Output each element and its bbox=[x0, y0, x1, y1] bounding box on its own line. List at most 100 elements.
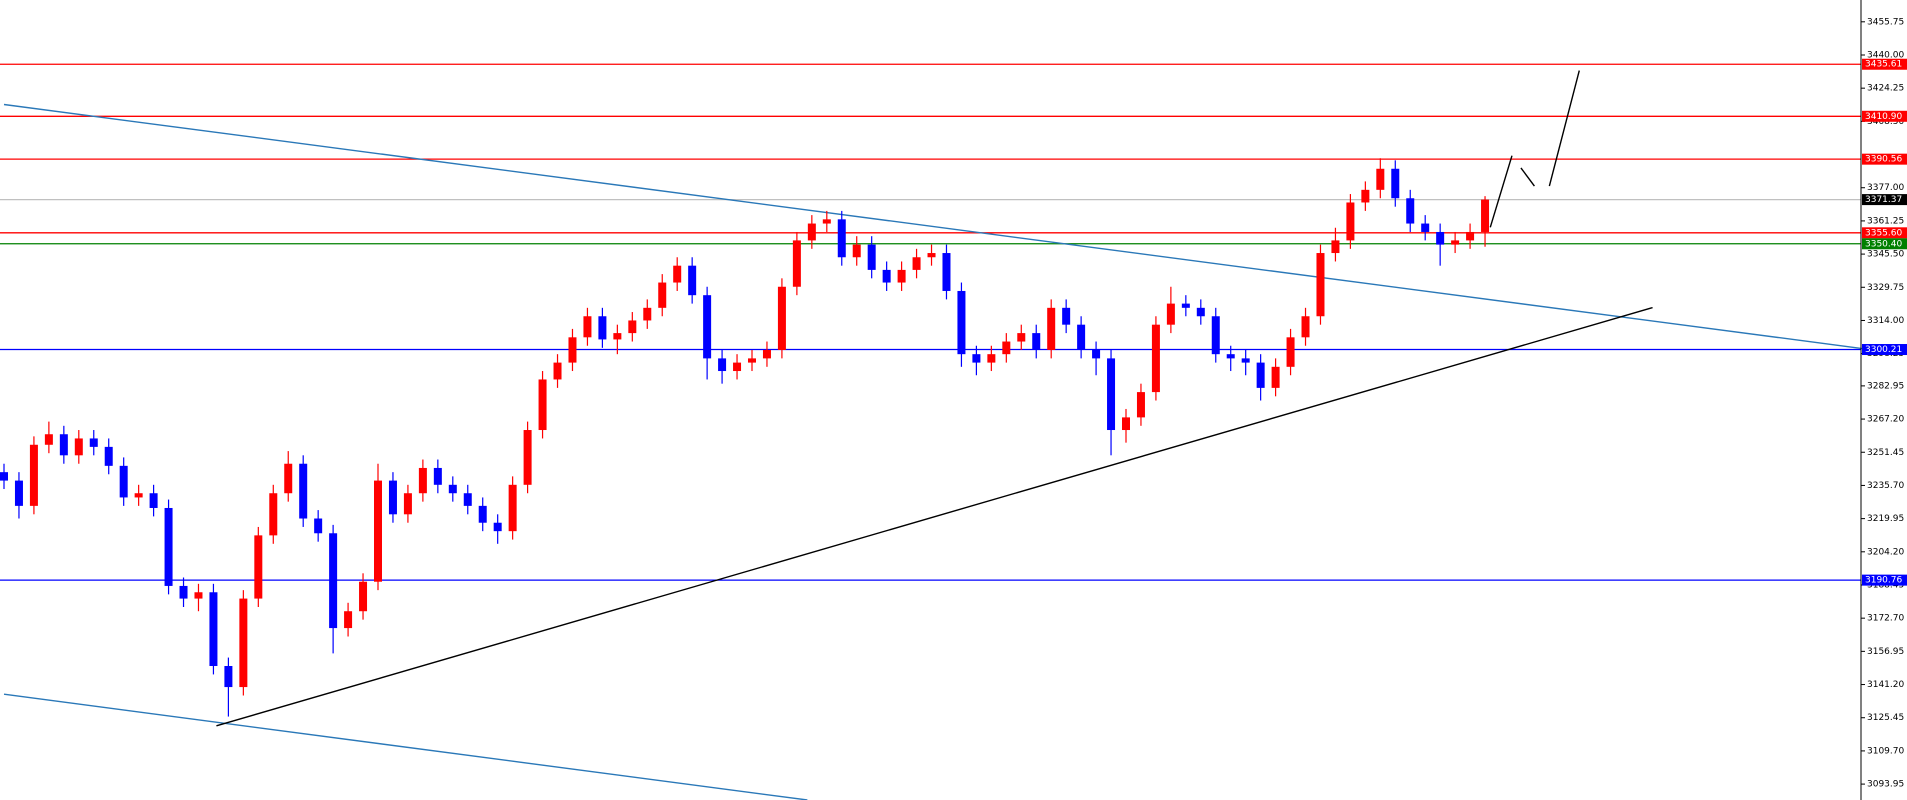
candle-body bbox=[194, 592, 203, 599]
level-label: 3435.61 bbox=[1865, 60, 1902, 70]
level-label-box bbox=[1862, 58, 1907, 70]
candle-body bbox=[762, 349, 771, 359]
level-label: 3300.21 bbox=[1865, 345, 1902, 355]
candle-body bbox=[179, 585, 188, 599]
candle-body bbox=[972, 354, 981, 363]
candle-body bbox=[1211, 316, 1220, 355]
level-label: 3410.90 bbox=[1865, 112, 1902, 122]
level-label: 3190.76 bbox=[1865, 576, 1902, 586]
candle-body bbox=[89, 438, 98, 447]
candle-body bbox=[14, 480, 23, 506]
candle-body bbox=[613, 333, 622, 340]
candle-body bbox=[508, 484, 517, 532]
candle-body bbox=[119, 465, 128, 498]
y-tick-label: 3455.75 bbox=[1867, 17, 1904, 27]
trendline bbox=[3, 693, 808, 800]
candle-body bbox=[1451, 240, 1460, 245]
candle-body bbox=[628, 320, 637, 334]
candle-body bbox=[299, 463, 308, 519]
y-tick-label: 3282.95 bbox=[1867, 381, 1904, 391]
y-tick-label: 3204.20 bbox=[1867, 547, 1904, 557]
candle-body bbox=[703, 295, 712, 359]
candle-body bbox=[463, 493, 472, 506]
candle-body bbox=[254, 535, 263, 599]
candle-body bbox=[1062, 307, 1071, 325]
candle-body bbox=[1376, 168, 1385, 190]
candle-body bbox=[1481, 199, 1490, 232]
candle-body bbox=[1256, 362, 1265, 388]
trendline bbox=[3, 103, 1866, 350]
candle-body bbox=[1002, 341, 1011, 355]
candle-body bbox=[1166, 303, 1175, 325]
candle-body bbox=[1017, 333, 1026, 342]
y-tick-label: 3219.95 bbox=[1867, 514, 1904, 524]
candle-body bbox=[1391, 168, 1400, 199]
candle-body bbox=[942, 253, 951, 291]
level-label-box bbox=[1862, 110, 1907, 122]
y-tick-label: 3172.70 bbox=[1867, 614, 1904, 624]
candle-body bbox=[224, 665, 233, 688]
candle-body bbox=[374, 480, 382, 582]
candle-body bbox=[209, 592, 218, 666]
candle-body bbox=[1032, 333, 1041, 350]
candle-body bbox=[987, 354, 996, 363]
candle-body bbox=[748, 358, 756, 363]
candle-body bbox=[1436, 231, 1445, 245]
candle-body bbox=[418, 467, 427, 494]
candle-body bbox=[478, 505, 487, 523]
y-tick-label: 3408.50 bbox=[1867, 117, 1904, 127]
candle-body bbox=[1331, 240, 1340, 254]
y-tick-label: 3329.75 bbox=[1867, 283, 1904, 293]
y-tick-label: 3345.50 bbox=[1867, 250, 1904, 260]
candle-body bbox=[822, 219, 831, 224]
candle-body bbox=[29, 444, 38, 506]
candle-body bbox=[733, 362, 742, 372]
candle-body bbox=[239, 598, 248, 688]
candle-body bbox=[344, 611, 353, 629]
y-tick-label: 3109.70 bbox=[1867, 746, 1904, 756]
candle-body bbox=[1151, 324, 1160, 393]
y-tick-label: 3156.95 bbox=[1867, 647, 1904, 657]
candle-body bbox=[927, 253, 936, 258]
candle-body bbox=[897, 269, 906, 283]
candle-body bbox=[643, 307, 652, 321]
candle-body bbox=[44, 434, 53, 445]
candle-body bbox=[658, 282, 667, 308]
candle-body bbox=[149, 493, 158, 508]
candle-body bbox=[718, 358, 727, 372]
candle-body bbox=[388, 480, 397, 515]
level-label: 3371.37 bbox=[1865, 195, 1902, 205]
level-label: 3350.40 bbox=[1865, 239, 1902, 249]
candle-body bbox=[912, 257, 921, 270]
candle-body bbox=[1077, 324, 1086, 350]
candle-body bbox=[837, 219, 846, 258]
level-label: 3355.60 bbox=[1865, 228, 1902, 238]
candle-body bbox=[568, 337, 577, 363]
level-label-box bbox=[1862, 344, 1907, 356]
candle-body bbox=[74, 438, 83, 456]
candle-body bbox=[1092, 349, 1101, 359]
candle-body bbox=[134, 493, 143, 498]
trendline bbox=[1520, 167, 1535, 187]
candle-body bbox=[598, 316, 607, 340]
candle-body bbox=[1286, 337, 1295, 367]
candle-body bbox=[59, 434, 68, 456]
y-tick-label: 3377.00 bbox=[1867, 183, 1904, 193]
level-label-box bbox=[1862, 227, 1907, 239]
candle-body bbox=[792, 240, 801, 287]
candle-body bbox=[1196, 307, 1205, 317]
level-label-box bbox=[1862, 194, 1907, 206]
candle-body bbox=[448, 484, 457, 494]
candle-body bbox=[359, 581, 368, 612]
trendline bbox=[216, 306, 1653, 727]
level-label-box bbox=[1862, 238, 1907, 250]
candle-body bbox=[1122, 417, 1130, 431]
candle-body bbox=[1181, 303, 1190, 308]
y-tick-label: 3314.00 bbox=[1867, 316, 1904, 326]
candle-body bbox=[1107, 358, 1116, 431]
trendline bbox=[1548, 70, 1580, 187]
candle-body bbox=[688, 265, 697, 296]
y-tick-label: 3267.20 bbox=[1867, 415, 1904, 425]
candles bbox=[0, 158, 1490, 717]
